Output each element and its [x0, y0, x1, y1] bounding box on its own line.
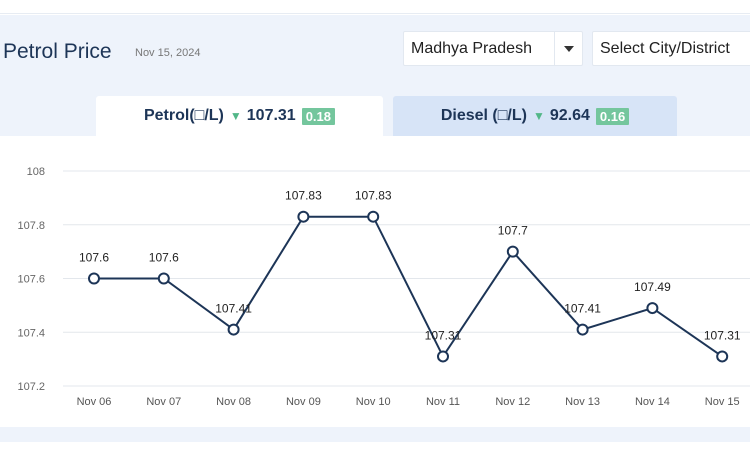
petrol-price-line-chart: 107.2 107.4 107.6 107.8 108 Nov 06 Nov 07 Nov 0… [17, 166, 750, 408]
data-point [716, 350, 729, 363]
city-select-placeholder: Select City/District [600, 39, 730, 57]
data-point [88, 272, 100, 285]
data-point [506, 245, 519, 258]
tab-petrol-price: 107.31 [246, 107, 296, 124]
tab-petrol[interactable]: Petrol(□/L) ▼ 107.31 0.18 [96, 96, 383, 136]
x-tick-label: Nov 08 [216, 396, 251, 408]
top-strip [0, 0, 750, 14]
page-title: Petrol Price [3, 40, 112, 63]
x-tick-label: Nov 11 [426, 396, 460, 408]
x-tick-label: Nov 09 [286, 396, 321, 408]
data-label: 107.7 [498, 224, 528, 238]
data-point [297, 210, 310, 223]
data-label: 107.6 [79, 251, 109, 265]
page-date: Nov 15, 2024 [135, 47, 201, 59]
data-point [367, 210, 380, 223]
data-label: 107.49 [634, 280, 671, 294]
y-tick-label: 107.8 [17, 220, 45, 232]
down-triangle-icon: ▼ [229, 109, 242, 123]
data-point [157, 272, 170, 285]
data-label: 107.31 [425, 328, 462, 342]
y-tick-label: 107.2 [17, 381, 45, 393]
x-tick-label: Nov 15 [705, 396, 740, 408]
chart-card [0, 136, 750, 427]
down-triangle-icon: ▼ [532, 109, 545, 123]
series-line [94, 215, 723, 359]
tab-diesel[interactable]: Diesel (□/L) ▼ 92.64 0.16 [393, 96, 677, 136]
x-tick-label: Nov 13 [565, 396, 600, 408]
x-tick-label: Nov 14 [635, 396, 670, 408]
y-tick-label: 107.4 [17, 327, 45, 339]
tab-diesel-price: 92.64 [549, 107, 590, 124]
x-tick-label: Nov 12 [495, 396, 530, 408]
x-tick-label: Nov 10 [356, 396, 391, 408]
y-tick-label: 107.6 [17, 274, 45, 286]
tab-diesel-label: Diesel (□/L) [440, 107, 527, 124]
state-select-value: Madhya Pradesh [411, 39, 532, 57]
caret-down-icon[interactable] [554, 32, 582, 65]
city-select[interactable]: Select City/District [592, 31, 750, 66]
tab-petrol-label: Petrol(□/L) [143, 107, 224, 124]
data-point [437, 350, 449, 363]
x-tick-label: Nov 07 [146, 396, 181, 408]
tab-diesel-change-badge: 0.16 [595, 107, 630, 125]
data-label: 107.83 [285, 189, 322, 203]
data-label: 107.41 [564, 302, 601, 316]
y-tick-label: 108 [27, 166, 45, 178]
tab-petrol-change-badge: 0.18 [301, 107, 336, 125]
data-label: 107.83 [355, 189, 392, 203]
x-tick-label: Nov 06 [77, 396, 112, 408]
data-label: 107.41 [215, 302, 252, 316]
data-point [646, 302, 659, 315]
state-select[interactable]: Madhya Pradesh [403, 31, 583, 66]
data-point [227, 323, 240, 336]
data-label: 107.31 [704, 328, 741, 342]
data-label: 107.6 [149, 251, 179, 265]
data-point [576, 323, 589, 336]
